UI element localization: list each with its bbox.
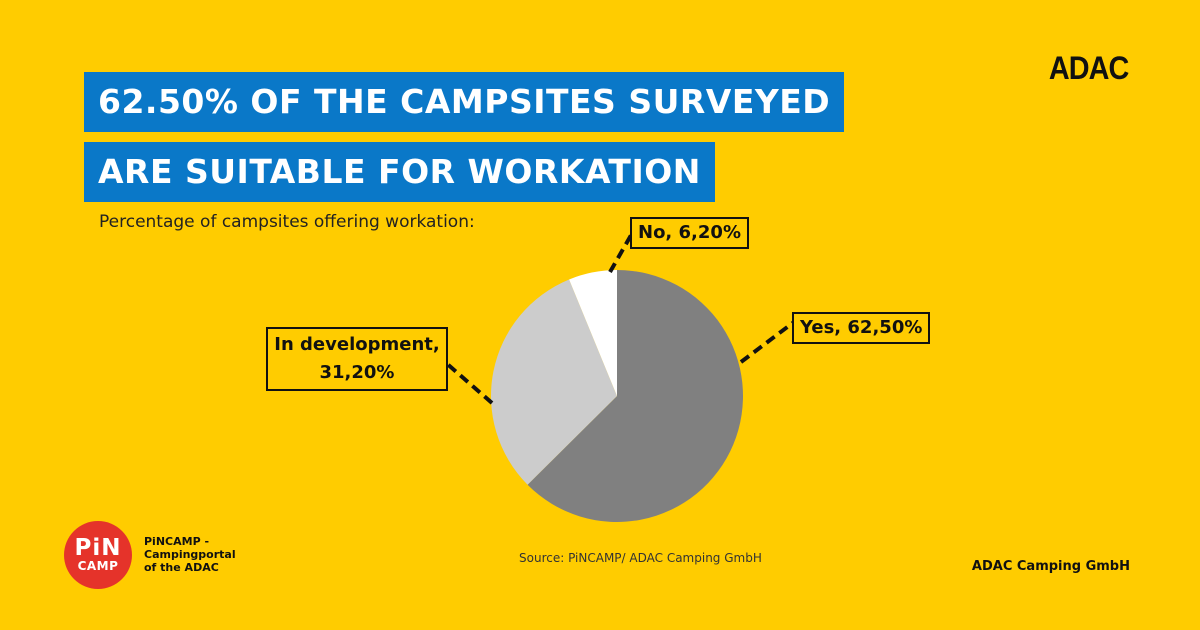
- pincamp-text-line: of the ADAC: [144, 561, 219, 574]
- data-label-yes: Yes, 62,50%: [792, 312, 931, 344]
- data-label-development-line1: In development,: [274, 334, 440, 355]
- pincamp-description: PiNCAMP - Campingportal of the ADAC: [144, 535, 236, 574]
- data-label-development-line2: 31,20%: [319, 362, 395, 383]
- data-label-development: In development, 31,20%: [266, 327, 448, 391]
- source-note: Source: PiNCAMP/ ADAC Camping GmbH: [519, 551, 762, 565]
- pie-slice-yes: [527, 270, 744, 522]
- pincamp-logo: PiN CAMP: [64, 521, 132, 589]
- adac-logo: ADAC: [1048, 50, 1128, 86]
- pie-slice-no: [569, 270, 617, 396]
- pincamp-text-line: PiNCAMP -: [144, 535, 210, 548]
- pincamp-text-line: Campingportal: [144, 548, 236, 561]
- title-line-2: ARE SUITABLE FOR WORKATION: [84, 142, 715, 202]
- leader-line-development: [443, 360, 494, 405]
- title-line-1: 62.50% OF THE CAMPSITES SURVEYED: [84, 72, 845, 132]
- leader-line-yes: [739, 320, 796, 364]
- data-label-no: No, 6,20%: [630, 217, 749, 249]
- pincamp-logo-text-1: PiN: [74, 535, 122, 561]
- footer-company: ADAC Camping GmbH: [971, 559, 1130, 574]
- chart-subtitle: Percentage of campsites offering workati…: [99, 212, 475, 232]
- pie-slice-development: [491, 279, 617, 485]
- pincamp-logo-text-2: CAMP: [77, 559, 119, 573]
